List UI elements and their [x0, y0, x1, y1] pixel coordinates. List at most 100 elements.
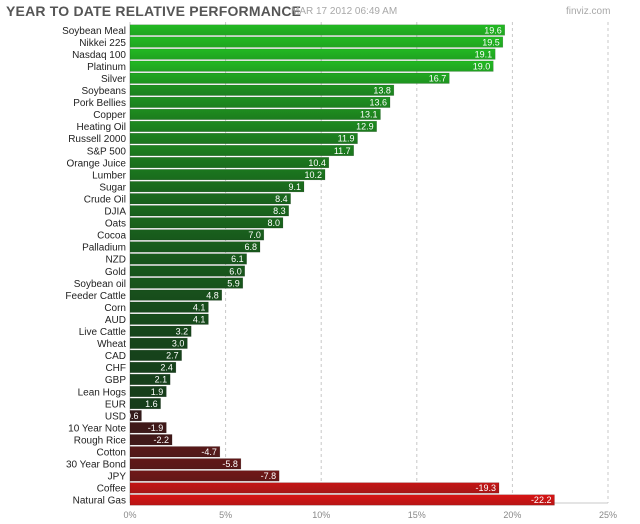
bar-value-label: 6.0	[229, 266, 242, 276]
category-label: Soybean oil	[74, 279, 126, 290]
bar-value-label: 11.9	[338, 134, 355, 144]
bar-value-label: 6.1	[231, 254, 244, 264]
bar	[129, 325, 192, 337]
bar-value-label: 19.1	[475, 49, 493, 59]
bar	[129, 373, 171, 385]
category-label: Wheat	[97, 339, 126, 350]
bar-value-label: -4.7	[201, 447, 217, 457]
bar-value-label: 8.0	[267, 218, 280, 228]
bar-value-label: 9.1	[288, 182, 301, 192]
category-label: 10 Year Note	[68, 423, 126, 434]
bar-value-label: 1.9	[151, 387, 164, 397]
category-label: Soybean Meal	[62, 26, 126, 37]
bar-value-label: -7.8	[261, 471, 277, 481]
category-label: Crude Oil	[84, 194, 126, 205]
bar	[129, 169, 326, 181]
category-label: Corn	[104, 303, 126, 314]
bar-value-label: 2.7	[166, 351, 179, 361]
category-label: EUR	[105, 399, 126, 410]
bar	[129, 313, 209, 325]
bar-value-label: 12.9	[356, 122, 374, 132]
bar-value-label: 19.5	[482, 37, 500, 47]
bar	[129, 145, 354, 157]
category-label: Pork Bellies	[73, 98, 126, 109]
bar	[129, 217, 284, 229]
category-label: Sugar	[99, 182, 126, 193]
bar-value-label: 16.7	[429, 73, 447, 83]
bar-value-label: 13.6	[370, 98, 388, 108]
chart-title: YEAR TO DATE RELATIVE PERFORMANCE	[6, 3, 302, 19]
bar	[129, 458, 242, 470]
bar	[129, 72, 450, 84]
bar-value-label: 19.6	[484, 25, 502, 35]
bar-value-label: 3.2	[176, 327, 189, 337]
bar-value-label: -19.3	[476, 483, 497, 493]
bar	[129, 422, 167, 434]
category-label: Copper	[93, 110, 126, 121]
bar	[129, 337, 188, 349]
x-tick-label: 0%	[123, 510, 136, 520]
x-tick-label: 15%	[408, 510, 426, 520]
bar	[129, 470, 280, 482]
bar	[129, 96, 391, 108]
bar	[129, 434, 173, 446]
category-label: Cotton	[97, 448, 126, 459]
bar	[129, 289, 223, 301]
category-label: Nasdaq 100	[72, 50, 126, 61]
bar-value-label: 13.8	[373, 86, 391, 96]
bar-value-label: 4.1	[193, 302, 206, 312]
bar	[129, 193, 291, 205]
bar-value-label: -1.9	[148, 423, 164, 433]
timestamp: MAR 17 2012 06:49 AM	[291, 6, 398, 17]
category-label: Palladium	[82, 243, 126, 254]
bar-value-label: 11.7	[334, 146, 351, 156]
category-label: JPY	[108, 472, 127, 483]
bar	[129, 84, 395, 96]
bar	[129, 241, 261, 253]
bar-value-label: 8.4	[275, 194, 288, 204]
category-label: Soybeans	[82, 86, 126, 97]
bar	[129, 36, 504, 48]
bar	[129, 229, 265, 241]
bar-value-label: -2.2	[154, 435, 170, 445]
bar	[129, 265, 245, 277]
bar-value-label: 8.3	[273, 206, 286, 216]
bar-value-label: 7.0	[248, 230, 261, 240]
bar	[129, 277, 244, 289]
category-label: Lean Hogs	[78, 387, 126, 398]
category-label: Rough Rice	[74, 435, 127, 446]
category-label: Russell 2000	[68, 134, 126, 145]
bar-value-label: -0.6	[123, 411, 139, 421]
bars: 19.6 19.5 19.1 19.0 16.7 13.8 13.6 13.1 12.911.9…	[123, 24, 555, 506]
bar	[129, 253, 247, 265]
bar	[129, 205, 289, 217]
category-label: Silver	[101, 74, 127, 85]
watermark: finviz.com	[566, 6, 611, 17]
category-label: Gold	[105, 267, 126, 278]
category-label: CHF	[105, 363, 126, 374]
category-label: Orange Juice	[67, 158, 127, 169]
x-axis: 0% 5% 10% 15% 20% 25%	[123, 510, 617, 520]
bar	[129, 482, 500, 494]
bar	[129, 446, 221, 458]
bar	[129, 157, 330, 169]
bar	[129, 398, 161, 410]
bar-value-label: 10.2	[304, 170, 322, 180]
bar-value-label: 4.8	[206, 290, 219, 300]
x-tick-label: 25%	[599, 510, 617, 520]
bar	[129, 120, 377, 132]
bar	[129, 361, 177, 373]
bar-value-label: 10.4	[308, 158, 326, 168]
category-label: Natural Gas	[73, 496, 126, 507]
category-label: DJIA	[104, 207, 126, 218]
x-tick-label: 10%	[312, 510, 330, 520]
category-label: USD	[105, 411, 126, 422]
bar	[129, 24, 506, 36]
category-label: Lumber	[92, 170, 127, 181]
bar-value-label: 2.1	[155, 375, 168, 385]
category-label: CAD	[105, 351, 126, 362]
bar-value-label: 3.0	[172, 339, 185, 349]
category-label: NZD	[105, 255, 126, 266]
category-label: GBP	[105, 375, 126, 386]
